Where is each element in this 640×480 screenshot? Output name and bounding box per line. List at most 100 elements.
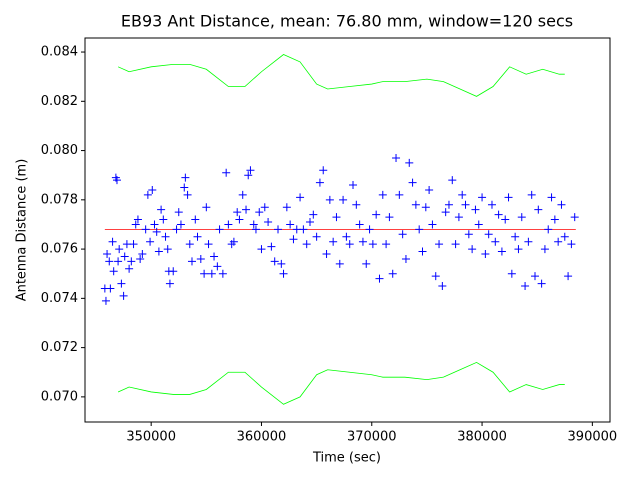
point [332, 213, 341, 222]
point [115, 245, 124, 254]
point [246, 166, 255, 175]
point [152, 227, 161, 236]
point [352, 200, 361, 209]
point [181, 173, 190, 182]
point [127, 257, 136, 266]
point [141, 225, 150, 234]
point [138, 250, 147, 259]
point [365, 225, 374, 234]
point [267, 242, 276, 251]
y-tick-label: 0.080 [41, 143, 78, 158]
chart-title: EB93 Ant Distance, mean: 76.80 mm, windo… [121, 12, 573, 31]
point [547, 193, 556, 202]
point [191, 215, 200, 224]
point [302, 240, 311, 249]
y-tick-label: 0.072 [41, 340, 78, 355]
point [471, 205, 480, 214]
point [491, 237, 500, 246]
point [172, 225, 181, 234]
point [150, 220, 159, 229]
point [368, 240, 377, 249]
point [524, 237, 533, 246]
point [405, 158, 414, 167]
point [461, 200, 470, 209]
point [408, 178, 417, 187]
point [176, 220, 185, 229]
point [183, 190, 192, 199]
point [119, 291, 128, 300]
point [531, 272, 539, 281]
point [564, 272, 573, 281]
point [143, 190, 152, 199]
point [560, 232, 569, 241]
point [242, 205, 251, 214]
point [487, 200, 496, 209]
point [349, 181, 358, 190]
point [260, 203, 269, 212]
point [163, 245, 172, 254]
point [431, 272, 440, 281]
point [481, 250, 490, 259]
point [448, 176, 457, 185]
point [514, 245, 523, 254]
point [218, 269, 227, 278]
point [342, 232, 351, 241]
point [112, 176, 121, 185]
line [117, 54, 565, 97]
point [428, 220, 437, 229]
point [286, 220, 295, 229]
point [264, 217, 273, 226]
x-tick-label: 390000 [568, 430, 618, 445]
point [101, 296, 110, 305]
point [494, 210, 503, 219]
point [114, 257, 123, 266]
point [444, 200, 453, 209]
point [385, 213, 394, 222]
point [312, 232, 321, 241]
point [375, 274, 384, 283]
point [438, 282, 447, 291]
point [478, 193, 487, 202]
point [108, 237, 117, 246]
point [567, 240, 576, 249]
x-tick-label: 370000 [347, 430, 397, 445]
point [196, 254, 205, 263]
point [129, 240, 138, 249]
point [125, 264, 134, 273]
point [319, 166, 328, 175]
point [464, 230, 473, 239]
point [222, 168, 231, 177]
point [296, 193, 305, 202]
point [233, 208, 242, 217]
point [388, 269, 397, 278]
point [255, 208, 264, 217]
point [497, 247, 506, 256]
point [277, 259, 286, 268]
point [224, 220, 233, 229]
point [358, 237, 367, 246]
plot-frame [84, 37, 611, 423]
point [411, 200, 420, 209]
point [484, 230, 493, 239]
point [335, 259, 344, 268]
x-tick-label: 350000 [126, 430, 176, 445]
point [435, 240, 444, 249]
point [322, 250, 331, 259]
point [401, 254, 410, 263]
point [133, 215, 142, 224]
point [382, 240, 391, 249]
point [504, 193, 513, 202]
point [521, 282, 530, 291]
point [534, 205, 543, 214]
point [120, 252, 129, 261]
point [372, 210, 381, 219]
point [238, 190, 247, 199]
point [345, 240, 354, 249]
point [421, 203, 430, 212]
point [106, 284, 115, 293]
y-tick-label: 0.084 [41, 45, 78, 60]
point [289, 235, 298, 244]
point [187, 257, 196, 266]
point [329, 237, 338, 246]
